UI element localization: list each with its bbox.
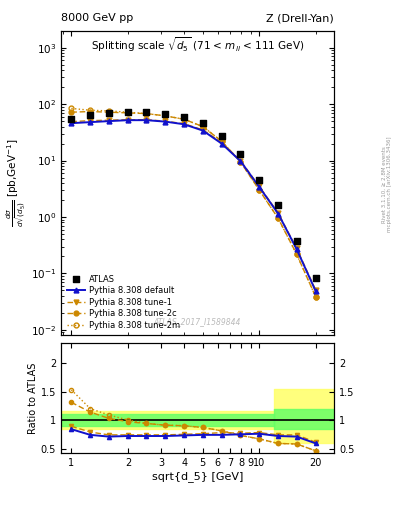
Pythia 8.308 default bbox=[163, 119, 167, 125]
Y-axis label: Ratio to ATLAS: Ratio to ATLAS bbox=[28, 362, 38, 434]
Line: Pythia 8.308 tune-1: Pythia 8.308 tune-1 bbox=[69, 117, 318, 293]
Pythia 8.308 tune-1 bbox=[163, 118, 167, 124]
Pythia 8.308 tune-2m bbox=[69, 105, 74, 112]
Pythia 8.308 tune-2m bbox=[200, 123, 205, 130]
Pythia 8.308 tune-1 bbox=[238, 158, 243, 164]
Pythia 8.308 tune-1 bbox=[200, 127, 205, 133]
ATLAS bbox=[162, 110, 168, 118]
Pythia 8.308 default bbox=[69, 120, 74, 126]
Pythia 8.308 tune-2m bbox=[163, 113, 167, 119]
Pythia 8.308 default bbox=[219, 140, 224, 146]
Pythia 8.308 default bbox=[314, 288, 318, 294]
Pythia 8.308 tune-2m bbox=[125, 109, 130, 115]
Pythia 8.308 default bbox=[294, 246, 299, 252]
Pythia 8.308 tune-1 bbox=[219, 139, 224, 145]
Pythia 8.308 tune-1 bbox=[294, 245, 299, 251]
Pythia 8.308 tune-2m bbox=[107, 108, 111, 114]
ATLAS bbox=[256, 176, 263, 184]
Text: Z (Drell-Yan): Z (Drell-Yan) bbox=[266, 13, 334, 23]
Pythia 8.308 tune-1 bbox=[276, 210, 281, 216]
Pythia 8.308 default bbox=[276, 210, 281, 217]
Text: Rivet 3.1.10, ≥ 2.8M events: Rivet 3.1.10, ≥ 2.8M events bbox=[382, 146, 387, 223]
Pythia 8.308 default bbox=[182, 121, 186, 127]
Pythia 8.308 tune-2c bbox=[200, 123, 205, 130]
Pythia 8.308 tune-1 bbox=[182, 121, 186, 127]
Pythia 8.308 tune-1 bbox=[107, 117, 111, 123]
ATLAS bbox=[181, 113, 187, 121]
ATLAS bbox=[106, 109, 112, 117]
Pythia 8.308 default bbox=[200, 127, 205, 134]
Pythia 8.308 tune-1 bbox=[88, 118, 93, 124]
Pythia 8.308 tune-2c bbox=[182, 116, 186, 122]
Pythia 8.308 default bbox=[88, 119, 93, 125]
Pythia 8.308 tune-2c bbox=[107, 109, 111, 115]
Y-axis label: $\frac{d\sigma}{d\sqrt{(d_5)}}$ [pb,GeV$^{-1}$]: $\frac{d\sigma}{d\sqrt{(d_5)}}$ [pb,GeV$… bbox=[4, 139, 28, 227]
ATLAS bbox=[125, 108, 131, 116]
Pythia 8.308 tune-2c bbox=[163, 113, 167, 119]
Pythia 8.308 tune-2c bbox=[219, 138, 224, 144]
Pythia 8.308 tune-2c bbox=[294, 251, 299, 257]
Text: 8000 GeV pp: 8000 GeV pp bbox=[61, 13, 133, 23]
Pythia 8.308 tune-2m bbox=[257, 187, 262, 193]
ATLAS bbox=[275, 201, 281, 209]
Pythia 8.308 default bbox=[238, 158, 243, 164]
Line: Pythia 8.308 default: Pythia 8.308 default bbox=[69, 118, 318, 294]
Pythia 8.308 tune-2c bbox=[88, 109, 93, 115]
Pythia 8.308 default bbox=[144, 117, 149, 123]
Pythia 8.308 tune-2c bbox=[69, 109, 74, 115]
Pythia 8.308 default bbox=[125, 117, 130, 123]
Pythia 8.308 tune-2m bbox=[314, 294, 318, 300]
Text: mcplots.cern.ch [arXiv:1306.3436]: mcplots.cern.ch [arXiv:1306.3436] bbox=[387, 137, 391, 232]
Pythia 8.308 tune-2m bbox=[182, 116, 186, 122]
Text: ATLAS_2017_I1589844: ATLAS_2017_I1589844 bbox=[154, 317, 241, 326]
Pythia 8.308 tune-2c bbox=[125, 110, 130, 116]
ATLAS bbox=[68, 115, 75, 123]
Text: Splitting scale $\sqrt{d_5}$ (71 < $m_{ll}$ < 111 GeV): Splitting scale $\sqrt{d_5}$ (71 < $m_{l… bbox=[91, 35, 304, 54]
Pythia 8.308 tune-2c bbox=[144, 111, 149, 117]
Line: Pythia 8.308 tune-2c: Pythia 8.308 tune-2c bbox=[69, 109, 318, 300]
Pythia 8.308 tune-1 bbox=[125, 117, 130, 123]
Pythia 8.308 tune-2c bbox=[257, 187, 262, 193]
Pythia 8.308 tune-2m bbox=[88, 107, 93, 113]
Pythia 8.308 tune-2m bbox=[294, 251, 299, 257]
ATLAS bbox=[237, 150, 244, 158]
Pythia 8.308 tune-2c bbox=[276, 215, 281, 221]
ATLAS bbox=[219, 132, 225, 140]
Pythia 8.308 tune-2m bbox=[219, 138, 224, 144]
Pythia 8.308 tune-2m bbox=[144, 111, 149, 117]
Pythia 8.308 tune-1 bbox=[314, 287, 318, 293]
Pythia 8.308 tune-1 bbox=[144, 117, 149, 123]
ATLAS bbox=[200, 119, 206, 127]
Pythia 8.308 default bbox=[107, 118, 111, 124]
Line: Pythia 8.308 tune-2m: Pythia 8.308 tune-2m bbox=[69, 106, 318, 300]
Pythia 8.308 tune-1 bbox=[257, 183, 262, 189]
Pythia 8.308 default bbox=[257, 184, 262, 190]
ATLAS bbox=[294, 237, 300, 245]
ATLAS bbox=[87, 111, 94, 119]
ATLAS bbox=[143, 108, 150, 116]
Pythia 8.308 tune-2m bbox=[276, 215, 281, 221]
Pythia 8.308 tune-1 bbox=[69, 119, 74, 125]
ATLAS bbox=[313, 274, 319, 283]
Pythia 8.308 tune-2c bbox=[314, 294, 318, 300]
Pythia 8.308 tune-2c bbox=[238, 159, 243, 165]
Legend: ATLAS, Pythia 8.308 default, Pythia 8.308 tune-1, Pythia 8.308 tune-2c, Pythia 8: ATLAS, Pythia 8.308 default, Pythia 8.30… bbox=[65, 273, 182, 331]
Pythia 8.308 tune-2m bbox=[238, 159, 243, 165]
X-axis label: sqrt{d_5} [GeV]: sqrt{d_5} [GeV] bbox=[152, 471, 243, 482]
